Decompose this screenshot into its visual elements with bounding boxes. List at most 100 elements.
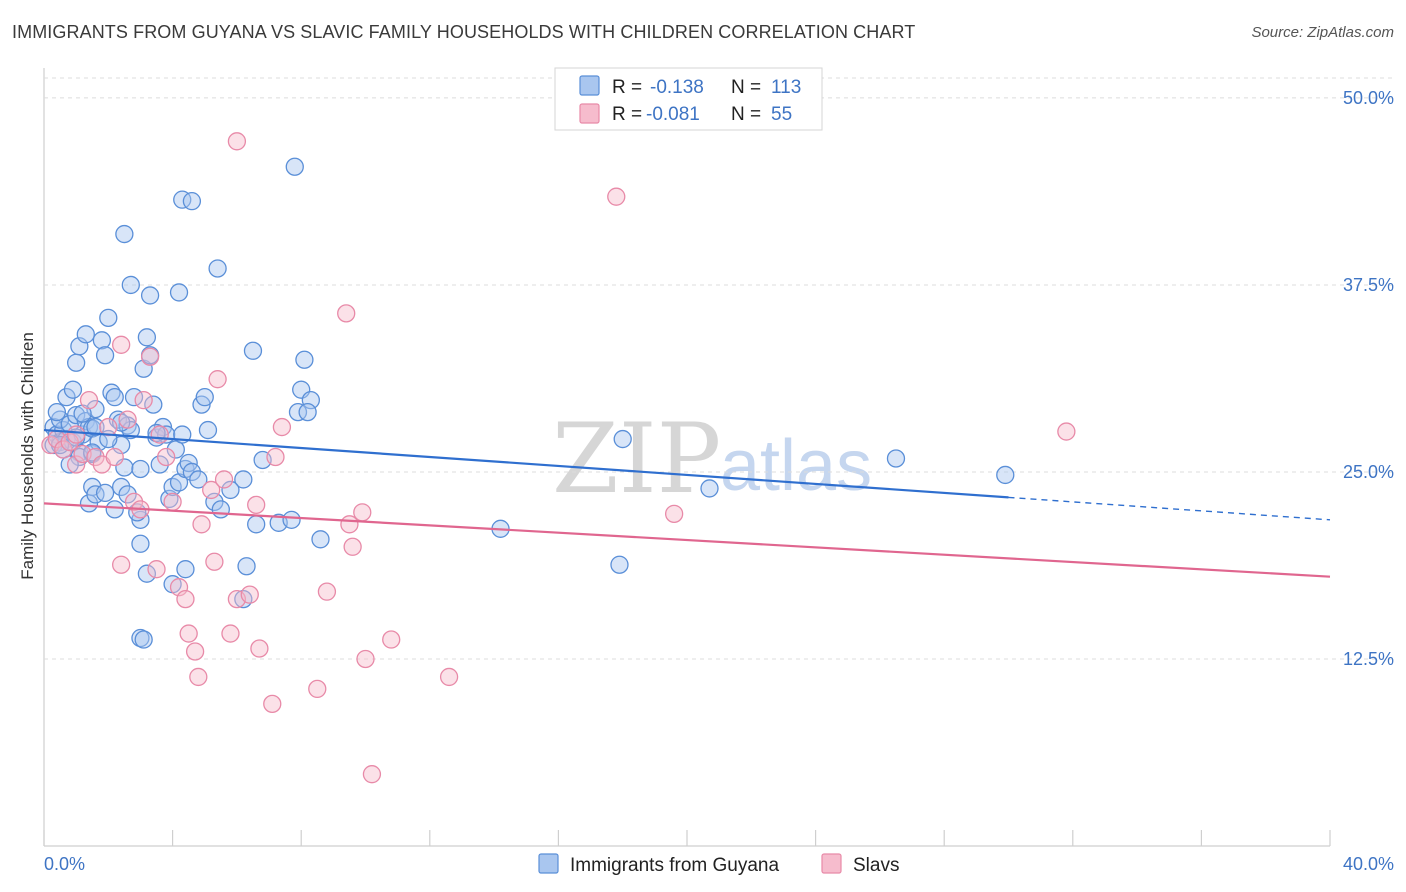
slavs-point-12 [118,410,137,429]
guyana-point-112 [221,480,240,500]
y-tick-label-3: 50.0% [1343,88,1394,108]
guyana-point-83 [282,510,301,529]
guyana-point-73 [285,157,304,176]
slavs-point-53 [112,555,131,574]
slavs-point-54 [67,425,86,444]
slavs-point-25 [192,515,211,534]
legend-guyana-swatch [538,853,559,874]
slavs-point-45 [382,630,401,649]
slavs-point-11 [112,335,131,354]
guyana-trend-extension [1008,496,1331,521]
slavs-point-49 [1057,422,1076,441]
slavs-point-18 [157,447,176,467]
guyana-point-67 [140,286,160,305]
x-ticks [43,830,1331,846]
chart-title: IMMIGRANTS FROM GUYANA VS SLAVIC FAMILY … [12,22,916,42]
slavs-point-44 [362,765,382,784]
guyana-point-63 [205,492,224,512]
slavs-point-36 [266,447,285,467]
y-axis-title: Family Households with Children [18,332,37,580]
slavs-point-22 [179,624,198,643]
legend-pink-r-value: -0.081 [646,104,700,125]
slavs-point-31 [240,585,259,604]
slavs-point-15 [134,390,153,410]
slavs-point-13 [124,492,144,512]
guyana-point-29 [105,388,124,407]
guyana-point-72 [243,341,263,360]
guyana-point-98 [996,465,1015,485]
legend-blue-r-label: R = [612,77,642,98]
guyana-point-62 [198,420,218,440]
y-tick-label-0: 12.5% [1343,649,1394,669]
guyana-trend-line [43,428,1009,499]
slavs-point-51 [208,370,227,389]
guyana-point-95 [613,429,632,449]
guyana-point-7 [47,402,67,422]
slavs-point-16 [140,347,160,366]
slavs-point-24 [189,667,208,687]
guyana-point-97 [886,449,906,468]
guyana-point-34 [121,420,140,440]
guyana-point-64 [211,500,230,519]
slavs-point-41 [343,537,362,556]
slavs-point-9 [99,417,118,437]
slavs-point-52 [147,560,166,579]
guyana-point-85 [237,557,256,576]
guyana-point-13 [63,380,83,399]
guyana-point-103 [86,417,105,437]
y-tick-label-2: 37.5% [1343,275,1394,295]
guyana-point-70 [169,283,189,302]
x-tick-label-max: 40.0% [1343,854,1394,874]
guyana-point-26 [95,346,115,365]
guyana-point-96 [700,479,719,498]
legend-guyana-label: Immigrants from Guyana [570,855,779,876]
guyana-point-49 [150,455,169,474]
guyana-point-100 [95,483,115,503]
legend-blue-swatch [579,75,600,96]
guyana-point-11 [67,405,86,425]
watermark-atlas: atlas [720,426,872,506]
slavs-point-37 [308,679,327,699]
slavs-point-23 [185,642,205,661]
slavs-point-4 [67,455,86,474]
guyana-point-71 [208,259,227,278]
slavs-point-32 [247,495,266,515]
guyana-point-19 [76,325,95,344]
slavs-point-19 [163,492,182,512]
slavs-point-38 [317,582,337,601]
guyana-point-76 [301,390,320,410]
slavs-point-26 [202,480,221,500]
guyana-point-27 [99,308,118,328]
slavs-point-29 [221,624,240,643]
slavs-point-42 [353,503,372,522]
legend-slavs-label: Slavs [853,855,899,876]
guyana-point-61 [195,388,214,407]
legend-blue-n-label: N = [731,77,761,98]
guyana-point-111 [189,470,208,489]
legend-pink-n-value: 55 [771,104,792,125]
legend-stats: R = -0.138 N = 113 R = -0.081 N = 55 [554,67,823,131]
guyana-point-84 [311,530,330,549]
guyana-point-77 [288,402,308,422]
guyana-point-91 [134,630,153,649]
legend-pink-swatch [579,103,600,124]
guyana-point-45 [137,328,157,347]
source-label: Source: ZipAtlas.com [1251,24,1394,41]
legend-series: Immigrants from Guyana Slavs [538,853,899,876]
series-guyana-points [44,157,1015,649]
legend-pink-n-label: N = [731,104,761,125]
watermark-zip: ZIP [552,403,721,515]
guyana-point-25 [92,331,112,350]
guyana-point-47 [144,395,163,414]
slavs-point-21 [176,589,195,609]
legend-slavs-swatch [821,853,842,874]
slavs-point-46 [439,667,459,687]
legend-blue-n-value: 113 [771,77,801,98]
guyana-point-30 [108,410,128,429]
guyana-point-69 [182,192,202,211]
guyana-point-66 [121,275,140,295]
slavs-point-6 [79,390,99,410]
slavs-point-10 [105,447,124,467]
legend-pink-r-label: R = [612,104,642,125]
